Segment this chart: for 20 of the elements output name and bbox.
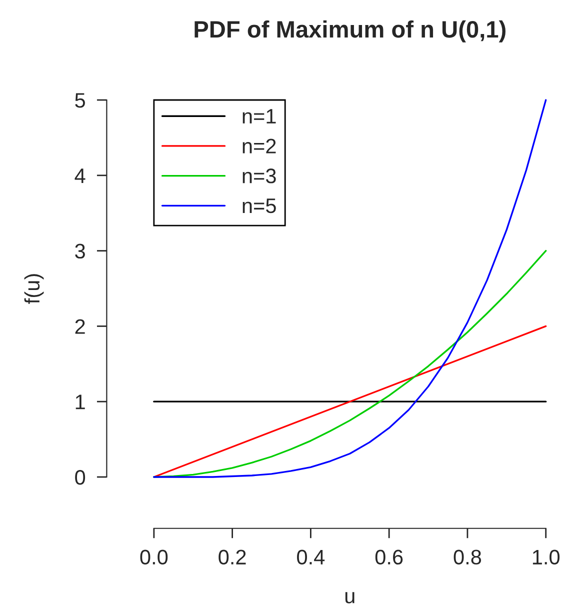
- legend-label: n=5: [242, 198, 276, 214]
- x-tick-label: 1.0: [532, 550, 560, 565]
- y-tick-label: 3: [75, 244, 85, 259]
- y-tick-label: 0: [75, 470, 86, 485]
- legend-label: n=1: [242, 109, 276, 124]
- y-tick-label: 1: [76, 394, 85, 410]
- x-tick-label: 0.8: [454, 550, 482, 565]
- y-axis-title: f(u): [24, 274, 44, 304]
- y-tick-label: 5: [75, 93, 85, 108]
- x-tick-label: 0.0: [140, 550, 168, 565]
- x-tick-label: 0.6: [375, 550, 403, 565]
- y-tick-label: 4: [74, 168, 86, 183]
- chart-title: PDF of Maximum of n U(0,1): [194, 20, 506, 42]
- x-axis-title: u: [345, 592, 354, 604]
- legend-label: n=2: [242, 138, 276, 154]
- legend-label: n=3: [242, 168, 276, 184]
- x-tick-label: 0.2: [218, 550, 246, 565]
- x-tick-label: 0.4: [297, 550, 325, 565]
- line-series: [153, 99, 547, 478]
- y-tick-label: 2: [75, 319, 85, 334]
